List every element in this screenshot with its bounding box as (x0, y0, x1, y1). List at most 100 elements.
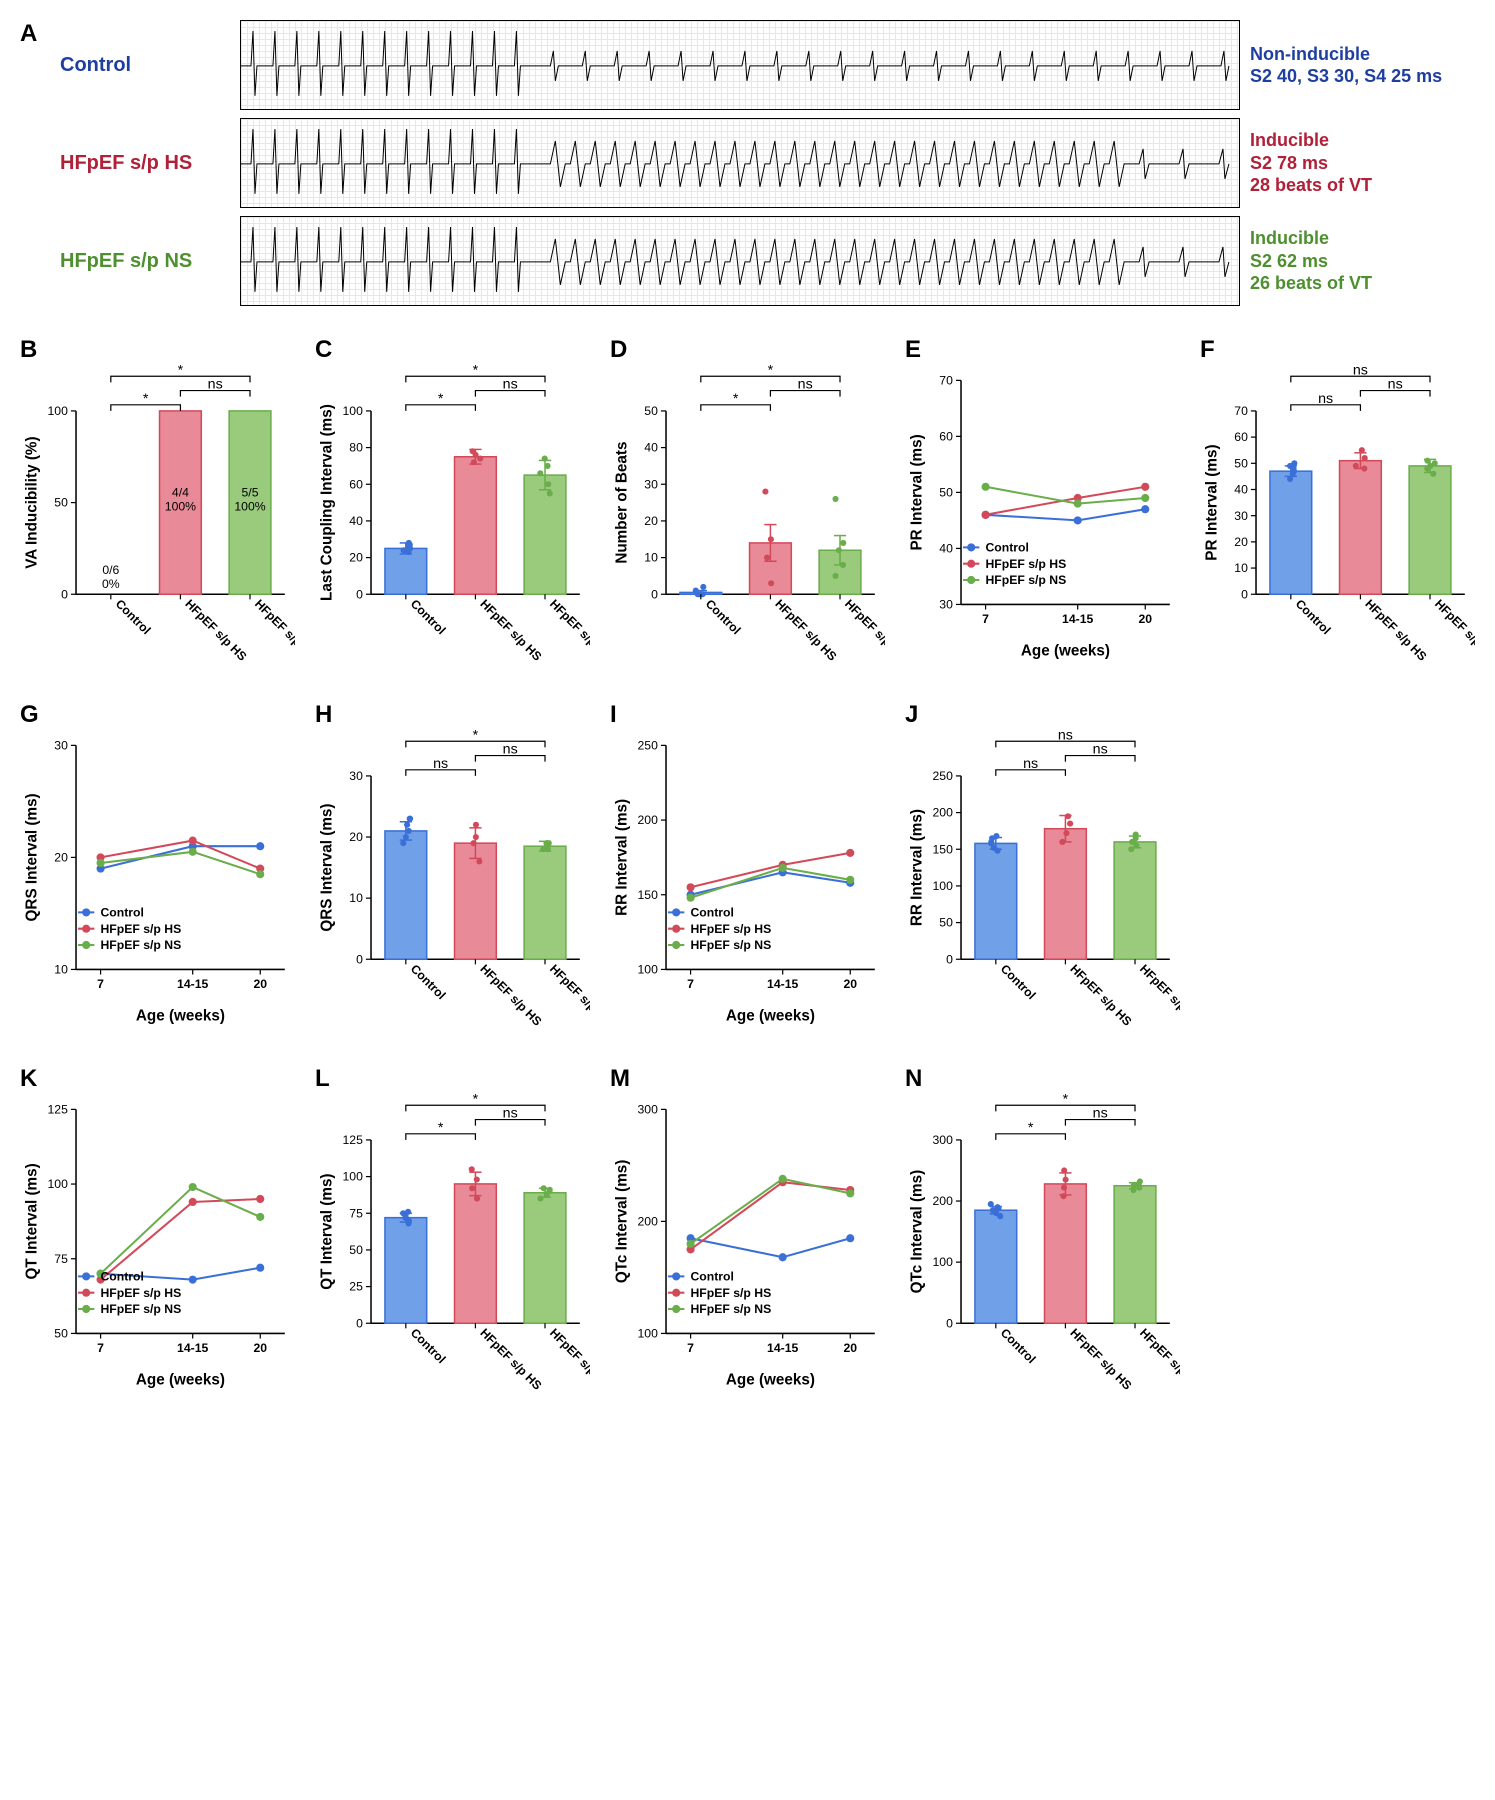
svg-text:0: 0 (946, 952, 953, 966)
svg-text:20: 20 (843, 1341, 857, 1355)
panel-N: N0100200300QTc Interval (ms)ControlHFpEF… (905, 1065, 1180, 1400)
svg-text:ns: ns (798, 377, 813, 393)
svg-text:VA Inducibility (%): VA Inducibility (%) (23, 436, 40, 568)
svg-text:HFpEF s/p HS: HFpEF s/p HS (1362, 597, 1429, 664)
svg-text:10: 10 (349, 891, 363, 905)
svg-text:80: 80 (349, 441, 363, 455)
svg-text:0: 0 (356, 1316, 363, 1330)
svg-text:100: 100 (47, 1177, 68, 1191)
svg-text:250: 250 (932, 769, 953, 783)
svg-text:0: 0 (946, 1316, 953, 1330)
svg-text:14-15: 14-15 (177, 1341, 208, 1355)
svg-text:Control: Control (985, 540, 1028, 554)
svg-text:0: 0 (651, 587, 658, 601)
svg-text:Control: Control (998, 1326, 1039, 1367)
svg-text:7: 7 (97, 976, 104, 990)
svg-text:100: 100 (637, 962, 658, 976)
svg-text:Control: Control (100, 1270, 143, 1284)
ecg-right-label: InducibleS2 62 ms26 beats of VT (1250, 227, 1470, 295)
svg-text:ns: ns (433, 755, 448, 771)
panel-label: I (610, 701, 617, 729)
svg-text:30: 30 (1234, 509, 1248, 523)
svg-text:QT Interval (ms): QT Interval (ms) (318, 1174, 335, 1290)
svg-text:HFpEF s/p HS: HFpEF s/p HS (100, 921, 181, 935)
svg-text:ns: ns (1318, 391, 1333, 407)
panel-L: L0255075100125QT Interval (ms)ControlHFp… (315, 1065, 590, 1400)
svg-text:HFpEF s/p NS: HFpEF s/p NS (252, 597, 295, 664)
svg-text:50: 50 (939, 485, 953, 499)
svg-text:0%: 0% (102, 577, 120, 591)
svg-text:Control: Control (408, 961, 449, 1002)
panel-I: I100150200250RR Interval (ms)714-1520Age… (610, 701, 885, 1036)
svg-text:20: 20 (253, 976, 267, 990)
svg-text:ns: ns (1388, 377, 1403, 393)
svg-text:Age (weeks): Age (weeks) (726, 1371, 815, 1388)
panel-label: L (315, 1065, 330, 1093)
svg-text:50: 50 (54, 496, 68, 510)
ecg-left-label: HFpEF s/p NS (60, 250, 230, 273)
svg-text:4/4: 4/4 (172, 485, 189, 499)
panel-label: E (905, 336, 921, 364)
svg-text:200: 200 (637, 813, 658, 827)
svg-text:40: 40 (349, 514, 363, 528)
svg-text:300: 300 (637, 1103, 658, 1117)
svg-text:HFpEF s/p NS: HFpEF s/p NS (1432, 597, 1475, 664)
svg-text:30: 30 (644, 477, 658, 491)
svg-text:PR Interval (ms): PR Interval (ms) (908, 434, 925, 550)
svg-text:*: * (438, 1120, 444, 1136)
svg-text:200: 200 (637, 1215, 658, 1229)
svg-text:ns: ns (1093, 741, 1108, 757)
ecg-right-label: InducibleS2 78 ms28 beats of VT (1250, 129, 1470, 197)
svg-text:*: * (1028, 1120, 1034, 1136)
svg-text:40: 40 (939, 541, 953, 555)
subpanel-grid: B050100VA Inducibility (%)0/60%4/4100%5/… (20, 336, 1475, 1400)
bar-chart: 0255075100125QT Interval (ms)ControlHFpE… (315, 1089, 590, 1395)
svg-text:20: 20 (1138, 612, 1152, 626)
svg-text:*: * (473, 362, 479, 378)
panel-label: D (610, 336, 627, 364)
svg-text:25: 25 (349, 1280, 363, 1294)
svg-text:*: * (473, 727, 479, 743)
ecg-right-label: Non-inducibleS2 40, S3 30, S4 25 ms (1250, 43, 1470, 88)
svg-text:*: * (1063, 1091, 1069, 1107)
panel-label: M (610, 1065, 630, 1093)
ecg-left-label: Control (60, 54, 230, 77)
svg-text:*: * (768, 362, 774, 378)
ecg-row: HFpEF s/p HSInducibleS2 78 ms28 beats of… (60, 118, 1475, 208)
svg-text:QT Interval (ms): QT Interval (ms) (23, 1163, 40, 1279)
panel-label: G (20, 701, 39, 729)
svg-text:50: 50 (1234, 456, 1248, 470)
panel-C: C020406080100Last Coupling Interval (ms)… (315, 336, 590, 671)
svg-text:RR Interval (ms): RR Interval (ms) (613, 798, 630, 915)
line-chart: 100150200250RR Interval (ms)714-1520Age … (610, 725, 885, 1031)
panel-label: B (20, 336, 37, 364)
svg-text:20: 20 (349, 830, 363, 844)
svg-text:30: 30 (54, 738, 68, 752)
svg-text:QTc Interval (ms): QTc Interval (ms) (613, 1160, 630, 1284)
svg-text:Control: Control (408, 1326, 449, 1367)
svg-text:HFpEF s/p NS: HFpEF s/p NS (547, 1326, 590, 1393)
svg-text:0: 0 (1241, 587, 1248, 601)
panel-M: M100200300QTc Interval (ms)714-1520Age (… (610, 1065, 885, 1400)
svg-text:HFpEF s/p HS: HFpEF s/p HS (690, 1286, 771, 1300)
svg-text:70: 70 (1234, 404, 1248, 418)
bar-chart: 0100200300QTc Interval (ms)ControlHFpEF … (905, 1089, 1180, 1395)
svg-text:60: 60 (1234, 430, 1248, 444)
svg-text:*: * (733, 391, 739, 407)
svg-text:20: 20 (843, 976, 857, 990)
svg-text:Control: Control (703, 597, 744, 638)
ecg-strip (240, 118, 1240, 208)
svg-text:HFpEF s/p NS: HFpEF s/p NS (547, 961, 590, 1028)
svg-text:HFpEF s/p HS: HFpEF s/p HS (985, 557, 1066, 571)
svg-text:HFpEF s/p HS: HFpEF s/p HS (772, 597, 839, 664)
svg-text:*: * (143, 391, 149, 407)
svg-text:40: 40 (644, 441, 658, 455)
svg-text:75: 75 (54, 1252, 68, 1266)
panel-B: B050100VA Inducibility (%)0/60%4/4100%5/… (20, 336, 295, 671)
svg-text:HFpEF s/p NS: HFpEF s/p NS (690, 938, 771, 952)
svg-text:20: 20 (644, 514, 658, 528)
svg-text:ns: ns (1058, 727, 1073, 743)
svg-text:HFpEF s/p HS: HFpEF s/p HS (100, 1286, 181, 1300)
svg-text:10: 10 (644, 551, 658, 565)
svg-text:HFpEF s/p HS: HFpEF s/p HS (690, 921, 771, 935)
